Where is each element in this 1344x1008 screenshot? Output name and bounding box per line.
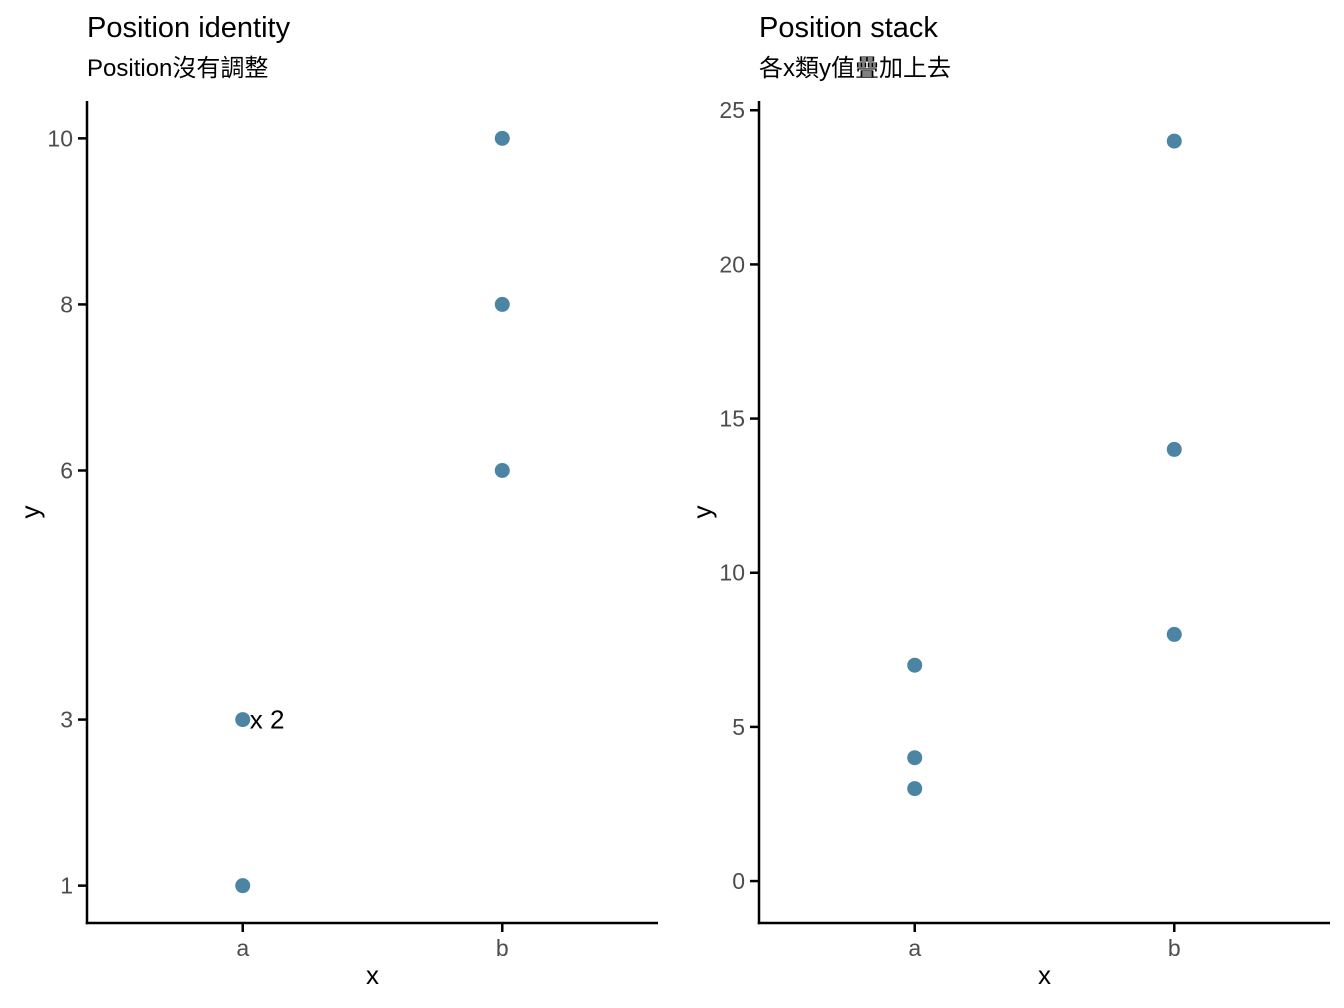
scatter-panel-identity: 1 3 6 8 10 a b x 2 — [47, 101, 658, 961]
plot-subtitle: 各x類y值疊加上去 — [759, 55, 951, 82]
y-tick-label: 15 — [719, 406, 745, 432]
x-tick-label: a — [236, 935, 249, 961]
x-axis-title: x — [1038, 960, 1051, 990]
y-axis-title: y — [14, 505, 45, 519]
y-tick-label: 1 — [60, 873, 73, 899]
y-tick-label: 5 — [732, 714, 745, 740]
plot-subtitle: Position沒有調整 — [87, 55, 269, 82]
y-axis-title: y — [686, 505, 717, 519]
figure-position-stack: 0 5 10 15 20 25 a b Position stack 各x類y值疊加上去 y … — [672, 0, 1344, 1008]
data-point — [907, 781, 923, 797]
plot-title: Position stack — [759, 12, 938, 44]
plot-title: Position identity — [87, 12, 291, 44]
y-tick-label: 25 — [719, 97, 745, 123]
data-point — [1166, 133, 1182, 149]
x-tick-label: b — [496, 935, 509, 961]
data-point — [1166, 626, 1182, 642]
x-tick-label: b — [1168, 935, 1181, 961]
data-point — [494, 130, 510, 146]
data-point — [1166, 441, 1182, 457]
data-point — [235, 712, 251, 728]
y-tick-label: 10 — [47, 125, 73, 151]
y-tick-label: 10 — [719, 560, 745, 586]
y-tick-label: 3 — [60, 707, 73, 733]
point-count-label: x 2 — [250, 705, 285, 735]
y-tick-label: 8 — [60, 291, 73, 317]
data-point — [494, 296, 510, 312]
data-point — [907, 750, 923, 766]
scatter-panel-stack: 0 5 10 15 20 25 a b — [719, 97, 1330, 961]
y-tick-label: 0 — [732, 868, 745, 894]
y-tick-label: 20 — [719, 251, 745, 277]
data-point — [235, 878, 251, 894]
x-axis-title: x — [366, 960, 379, 990]
data-point — [907, 657, 923, 673]
x-tick-label: a — [908, 935, 921, 961]
y-tick-label: 6 — [60, 457, 73, 483]
figure-position-identity: 1 3 6 8 10 a b x 2 Position identity Position沒有… — [14, 12, 658, 990]
data-point — [494, 462, 510, 478]
